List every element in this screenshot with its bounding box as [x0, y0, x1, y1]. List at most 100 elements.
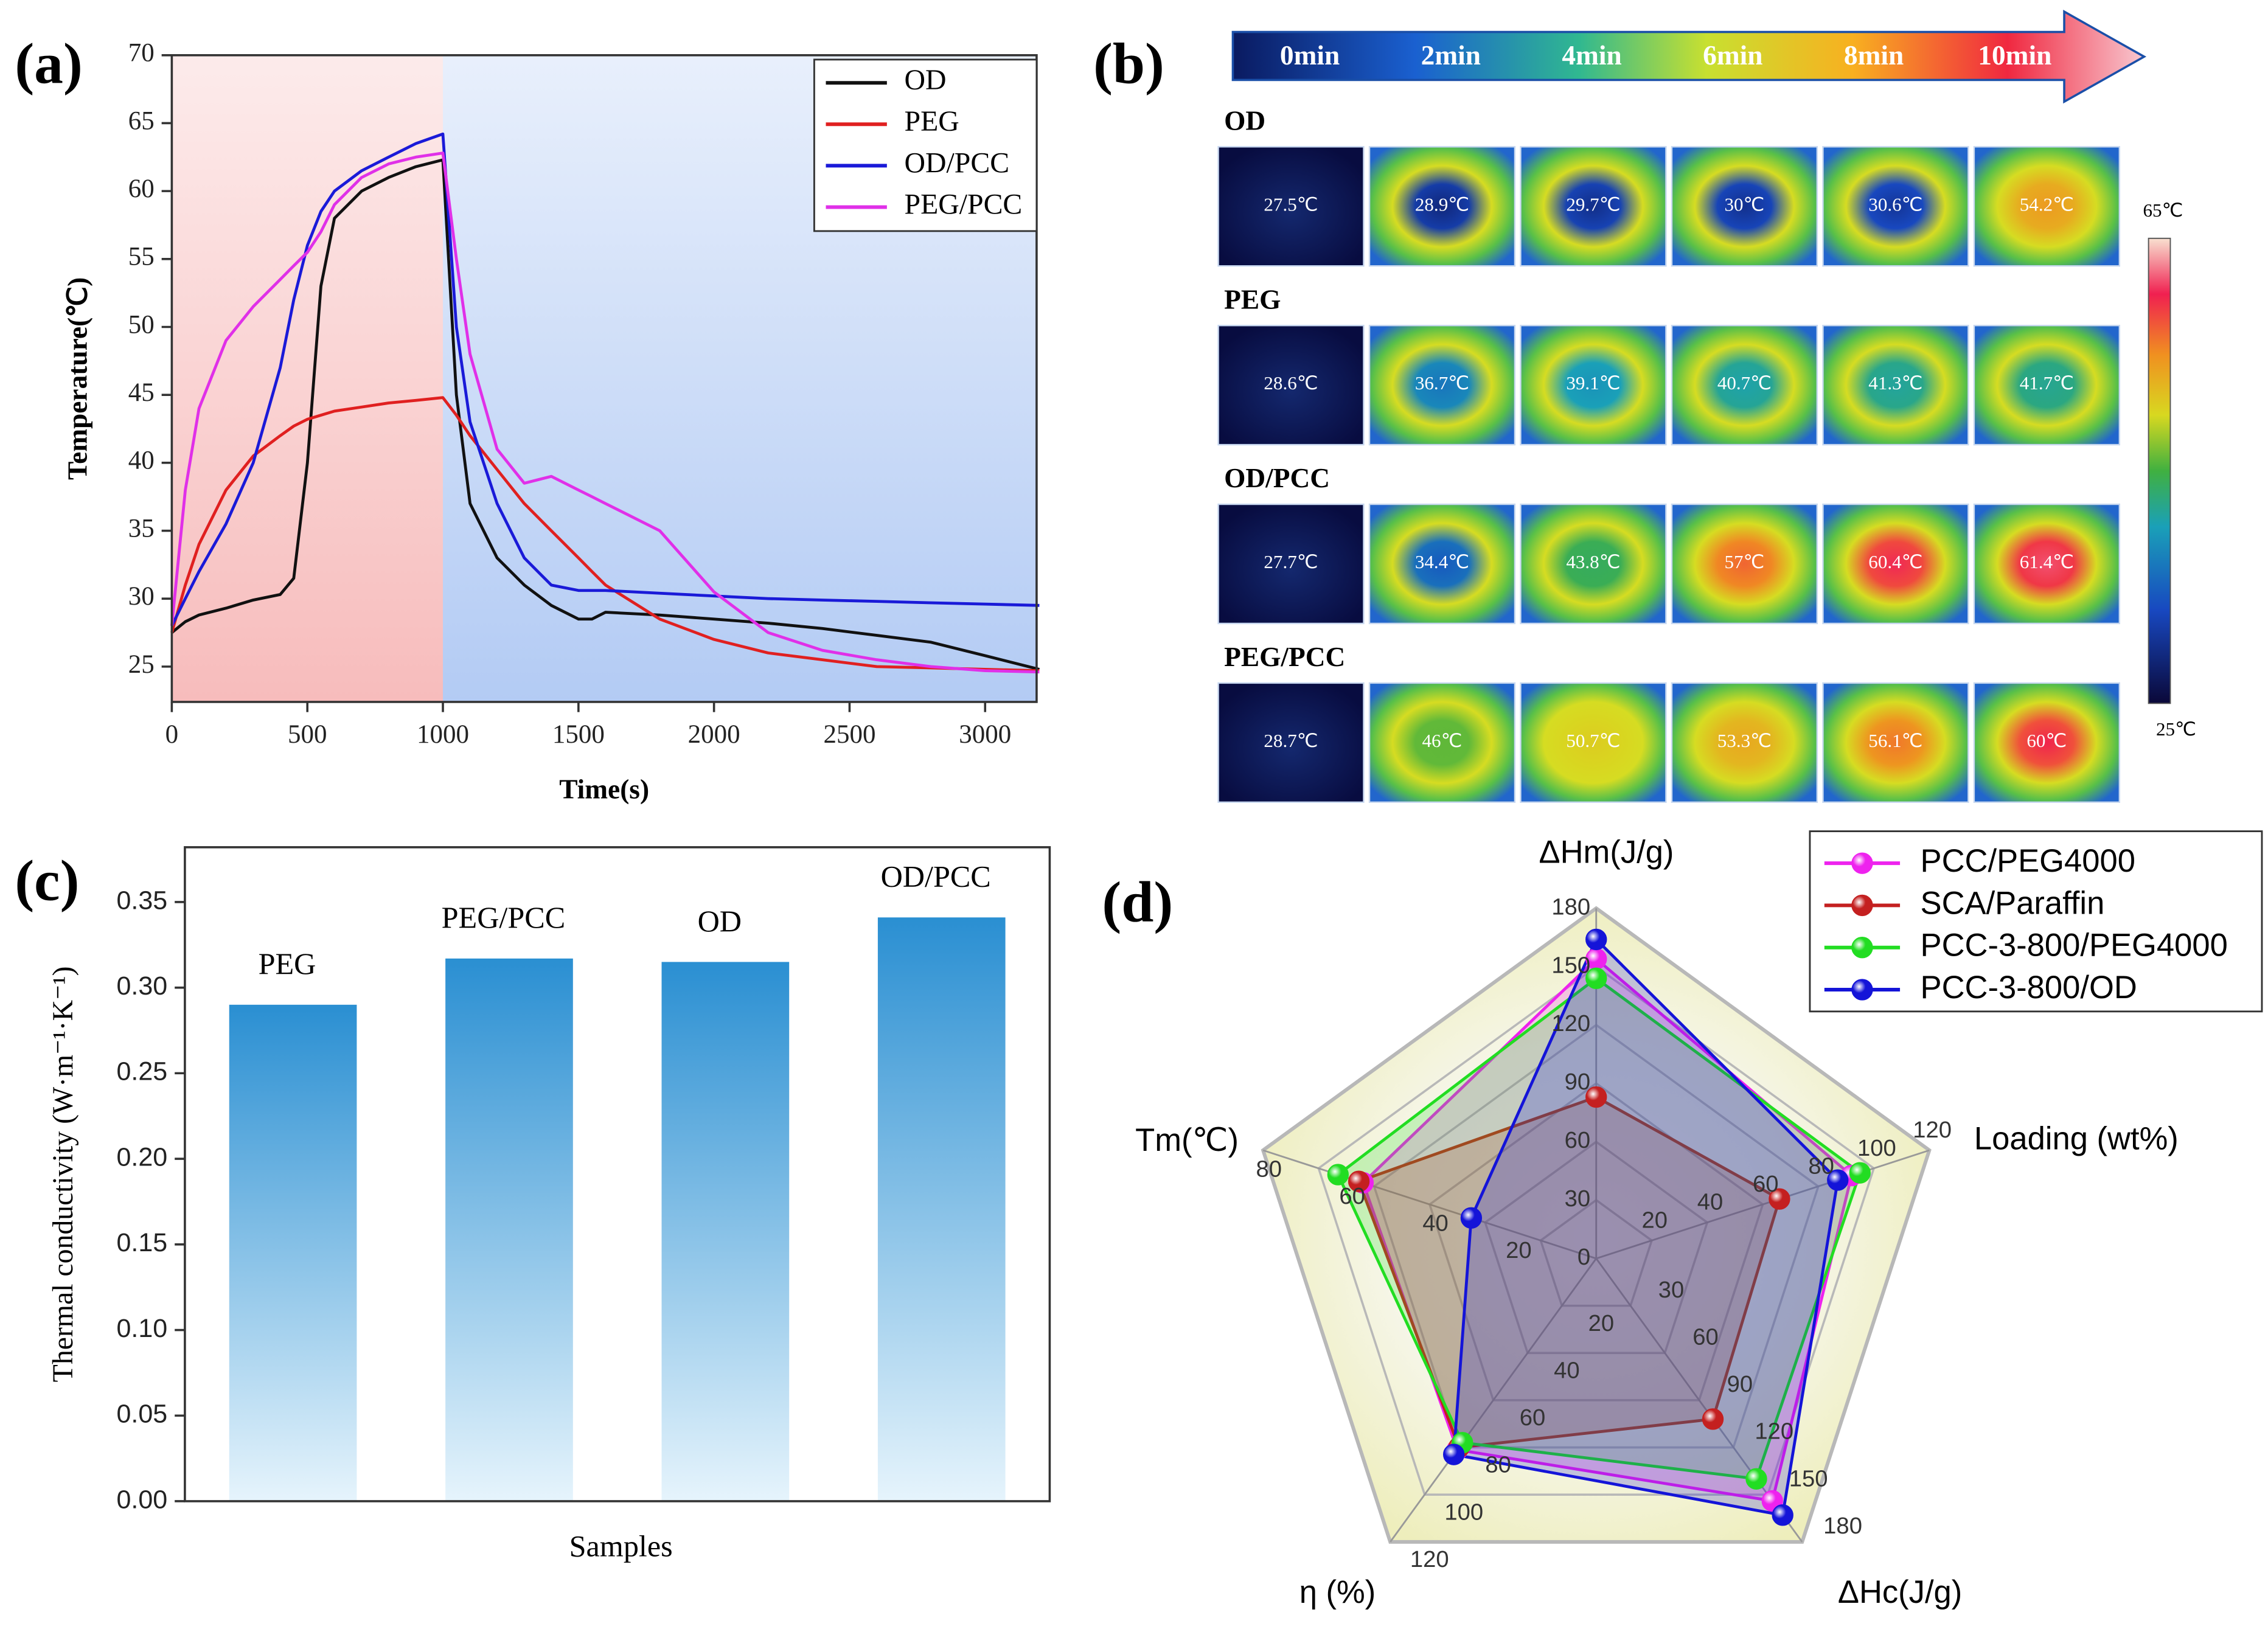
temperature-label: 46℃ — [1422, 730, 1463, 751]
time-label: 4min — [1562, 40, 1621, 71]
thermal-image — [1520, 503, 1667, 625]
thermal-image — [1520, 146, 1667, 267]
thermal-image — [1671, 503, 1818, 625]
thermal-image — [1973, 503, 2121, 625]
radar-marker — [1827, 1169, 1849, 1191]
thermal-image — [1368, 503, 1516, 625]
radar-tick-label: 180 — [1823, 1513, 1862, 1539]
legend-label: PCC-3-800/PEG4000 — [1921, 928, 2228, 964]
series-line — [170, 151, 1040, 674]
y-tick-label: 0.35 — [117, 886, 168, 915]
temperature-label: 56.1℃ — [1868, 730, 1922, 751]
bar-category-label: OD — [698, 904, 742, 938]
legend-box — [813, 58, 1038, 232]
radar-spoke — [1596, 1149, 1930, 1260]
bar-category-label: PEG — [259, 946, 316, 981]
radar-tick-label: 80 — [1256, 1156, 1282, 1182]
series-line — [170, 396, 1040, 672]
time-label: 10min — [1978, 40, 2051, 71]
time-arrow — [1231, 10, 2147, 104]
radar-marker — [1460, 1207, 1483, 1229]
temperature-label: 34.4℃ — [1415, 551, 1469, 572]
y-tick-label: 45 — [128, 378, 155, 407]
colorbar-min: 25℃ — [2156, 718, 2196, 740]
radar-ring — [1317, 965, 1876, 1496]
thermal-image — [1520, 324, 1667, 446]
radar-tick-label: 60 — [1520, 1405, 1546, 1431]
panel-label: (c) — [15, 848, 79, 912]
thermal-image — [1217, 682, 1365, 803]
temperature-label: 60.4℃ — [1868, 551, 1922, 572]
temperature-label: 29.7℃ — [1566, 193, 1620, 215]
bar-category-label: OD/PCC — [881, 859, 991, 894]
radar-tick-label: 40 — [1422, 1210, 1449, 1237]
y-tick-label: 0.10 — [117, 1314, 168, 1343]
colorbar — [2148, 237, 2171, 704]
temperature-label: 27.5℃ — [1264, 193, 1318, 215]
shaded-region — [172, 55, 444, 702]
radar-marker — [1585, 1086, 1607, 1108]
radar-tick-label: 120 — [1755, 1418, 1793, 1445]
panel-label: (a) — [15, 32, 82, 96]
row-label: PEG — [1224, 284, 1281, 314]
radar-tick-label: 60 — [1565, 1127, 1591, 1153]
thermal-image — [1822, 503, 1969, 625]
thermal-image — [1520, 682, 1667, 803]
legend-label: OD/PCC — [905, 147, 1010, 179]
radar-tick-label: 80 — [1808, 1153, 1834, 1179]
legend-label: PCC/PEG4000 — [1921, 843, 2135, 879]
y-tick-label: 0.30 — [117, 971, 168, 1001]
x-axis-label: Samples — [569, 1529, 673, 1563]
radar-area — [1357, 1095, 1781, 1450]
radar-tick-label: 30 — [1565, 1186, 1591, 1212]
thermal-image — [1973, 324, 2121, 446]
radar-tick-label: 150 — [1789, 1465, 1828, 1491]
legend-label: SCA/Paraffin — [1921, 885, 2105, 921]
legend-label: PEG/PCC — [905, 188, 1023, 220]
bar — [229, 1004, 357, 1501]
thermal-image — [1368, 682, 1516, 803]
y-axis-label: Thermal conductivity (W·m⁻¹·K⁻¹) — [47, 966, 79, 1382]
temperature-label: 54.2℃ — [2020, 193, 2074, 215]
y-tick-label: 0.00 — [117, 1485, 168, 1514]
radar-axis-title: η (%) — [1299, 1574, 1376, 1610]
legend-label: PCC-3-800/OD — [1921, 970, 2137, 1005]
radar-tick-label: 90 — [1565, 1069, 1591, 1095]
plot-frame — [170, 54, 1038, 703]
temperature-label: 60℃ — [2026, 730, 2067, 751]
y-tick-label: 25 — [128, 650, 155, 679]
radar-tick-label: 20 — [1588, 1310, 1615, 1336]
temperature-label: 41.7℃ — [2020, 372, 2074, 394]
radar-marker — [1769, 1188, 1790, 1210]
radar-area — [1452, 937, 1840, 1517]
radar-area — [1336, 976, 1862, 1481]
time-label: 6min — [1703, 40, 1762, 71]
temperature-label: 28.7℃ — [1264, 730, 1318, 751]
radar-ring — [1428, 1082, 1764, 1401]
legend-marker — [1851, 852, 1873, 874]
x-tick-label: 0 — [165, 720, 179, 749]
temperature-label: 41.3℃ — [1868, 372, 1922, 394]
radar-tick-label: 30 — [1658, 1277, 1685, 1303]
radar-spoke — [1262, 1149, 1597, 1260]
y-tick-label: 0.15 — [117, 1228, 168, 1257]
x-tick-label: 2000 — [688, 720, 740, 749]
thermal-image — [1671, 682, 1818, 803]
x-tick-label: 1000 — [417, 720, 469, 749]
radar-tick-label: 60 — [1692, 1324, 1719, 1350]
y-tick-label: 0.05 — [117, 1400, 168, 1429]
radar-axis-title: Loading (wt%) — [1974, 1120, 2179, 1156]
thermal-image — [1671, 324, 1818, 446]
thermal-image — [1822, 146, 1969, 267]
radar-tick-label: 60 — [1753, 1171, 1779, 1197]
legend-marker — [1851, 937, 1873, 959]
radar-axis-title: Tm(℃) — [1135, 1122, 1239, 1158]
y-tick-label: 0.25 — [117, 1057, 168, 1086]
temperature-label: 27.7℃ — [1264, 551, 1318, 572]
radar-ring — [1372, 1023, 1820, 1449]
x-tick-label: 1500 — [552, 720, 605, 749]
time-label: 8min — [1844, 40, 1904, 71]
radar-tick-label: 120 — [1913, 1117, 1952, 1143]
radar-tick-label: 90 — [1727, 1371, 1753, 1397]
